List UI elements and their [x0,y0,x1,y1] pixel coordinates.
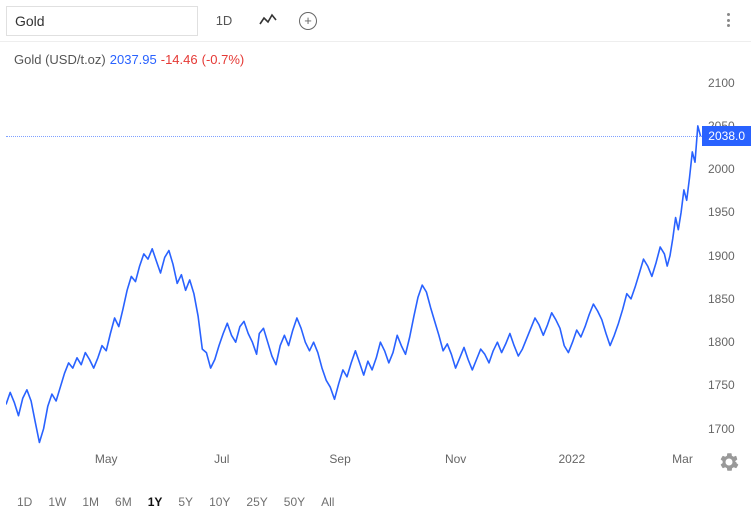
x-tick-label: Mar [672,452,693,466]
range-button-1w[interactable]: 1W [41,491,73,513]
gear-icon [719,452,739,472]
x-tick-label: 2022 [558,452,585,466]
range-button-all[interactable]: All [314,491,341,513]
price-change-pct: (-0.7%) [202,52,245,67]
range-button-1d[interactable]: 1D [10,491,39,513]
y-tick-label: 2100 [708,76,735,90]
instrument-label: Gold (USD/t.oz) [14,52,106,67]
current-price-flag-label: 2038.0 [708,129,745,143]
line-chart-icon [259,12,277,29]
y-tick-label: 1800 [708,335,735,349]
y-tick-label: 1900 [708,249,735,263]
y-tick-label: 1950 [708,205,735,219]
last-price: 2037.95 [110,52,157,67]
range-button-50y[interactable]: 50Y [277,491,312,513]
x-tick-label: Sep [329,452,350,466]
current-price-flag: 2038.0 [702,126,751,146]
price-plot[interactable] [6,74,702,446]
compare-button[interactable]: + [290,6,326,36]
range-button-25y[interactable]: 25Y [239,491,274,513]
quote-info: Gold (USD/t.oz) 2037.95 -14.46 (-0.7%) [0,42,751,71]
y-tick-label: 1750 [708,378,735,392]
x-tick-label: Nov [445,452,466,466]
y-tick-label: 1850 [708,292,735,306]
price-change-abs: -14.46 [161,52,198,67]
chart-area: 170017501800185019001950200020502100 203… [0,74,751,472]
range-button-10y[interactable]: 10Y [202,491,237,513]
interval-button[interactable]: 1D [202,6,246,36]
y-tick-label: 2000 [708,162,735,176]
current-price-line [6,136,702,137]
plus-circle-icon: + [299,12,317,30]
range-button-1m[interactable]: 1M [75,491,106,513]
range-selector: 1D1W1M6M1Y5Y10Y25Y50YAll [10,491,341,513]
chart-settings-button[interactable] [719,452,739,472]
chart-type-button[interactable] [250,6,286,36]
x-tick-label: Jul [214,452,229,466]
y-tick-label: 1700 [708,422,735,436]
range-button-5y[interactable]: 5Y [171,491,200,513]
symbol-search-input[interactable] [6,6,198,36]
x-axis: May Jul Sep Nov 2022 Mar [6,452,702,472]
range-button-6m[interactable]: 6M [108,491,139,513]
range-button-1y[interactable]: 1Y [141,491,170,513]
x-tick-label: May [95,452,118,466]
more-menu-button[interactable] [719,11,737,29]
toolbar: 1D + [0,0,751,42]
interval-label: 1D [216,13,233,28]
